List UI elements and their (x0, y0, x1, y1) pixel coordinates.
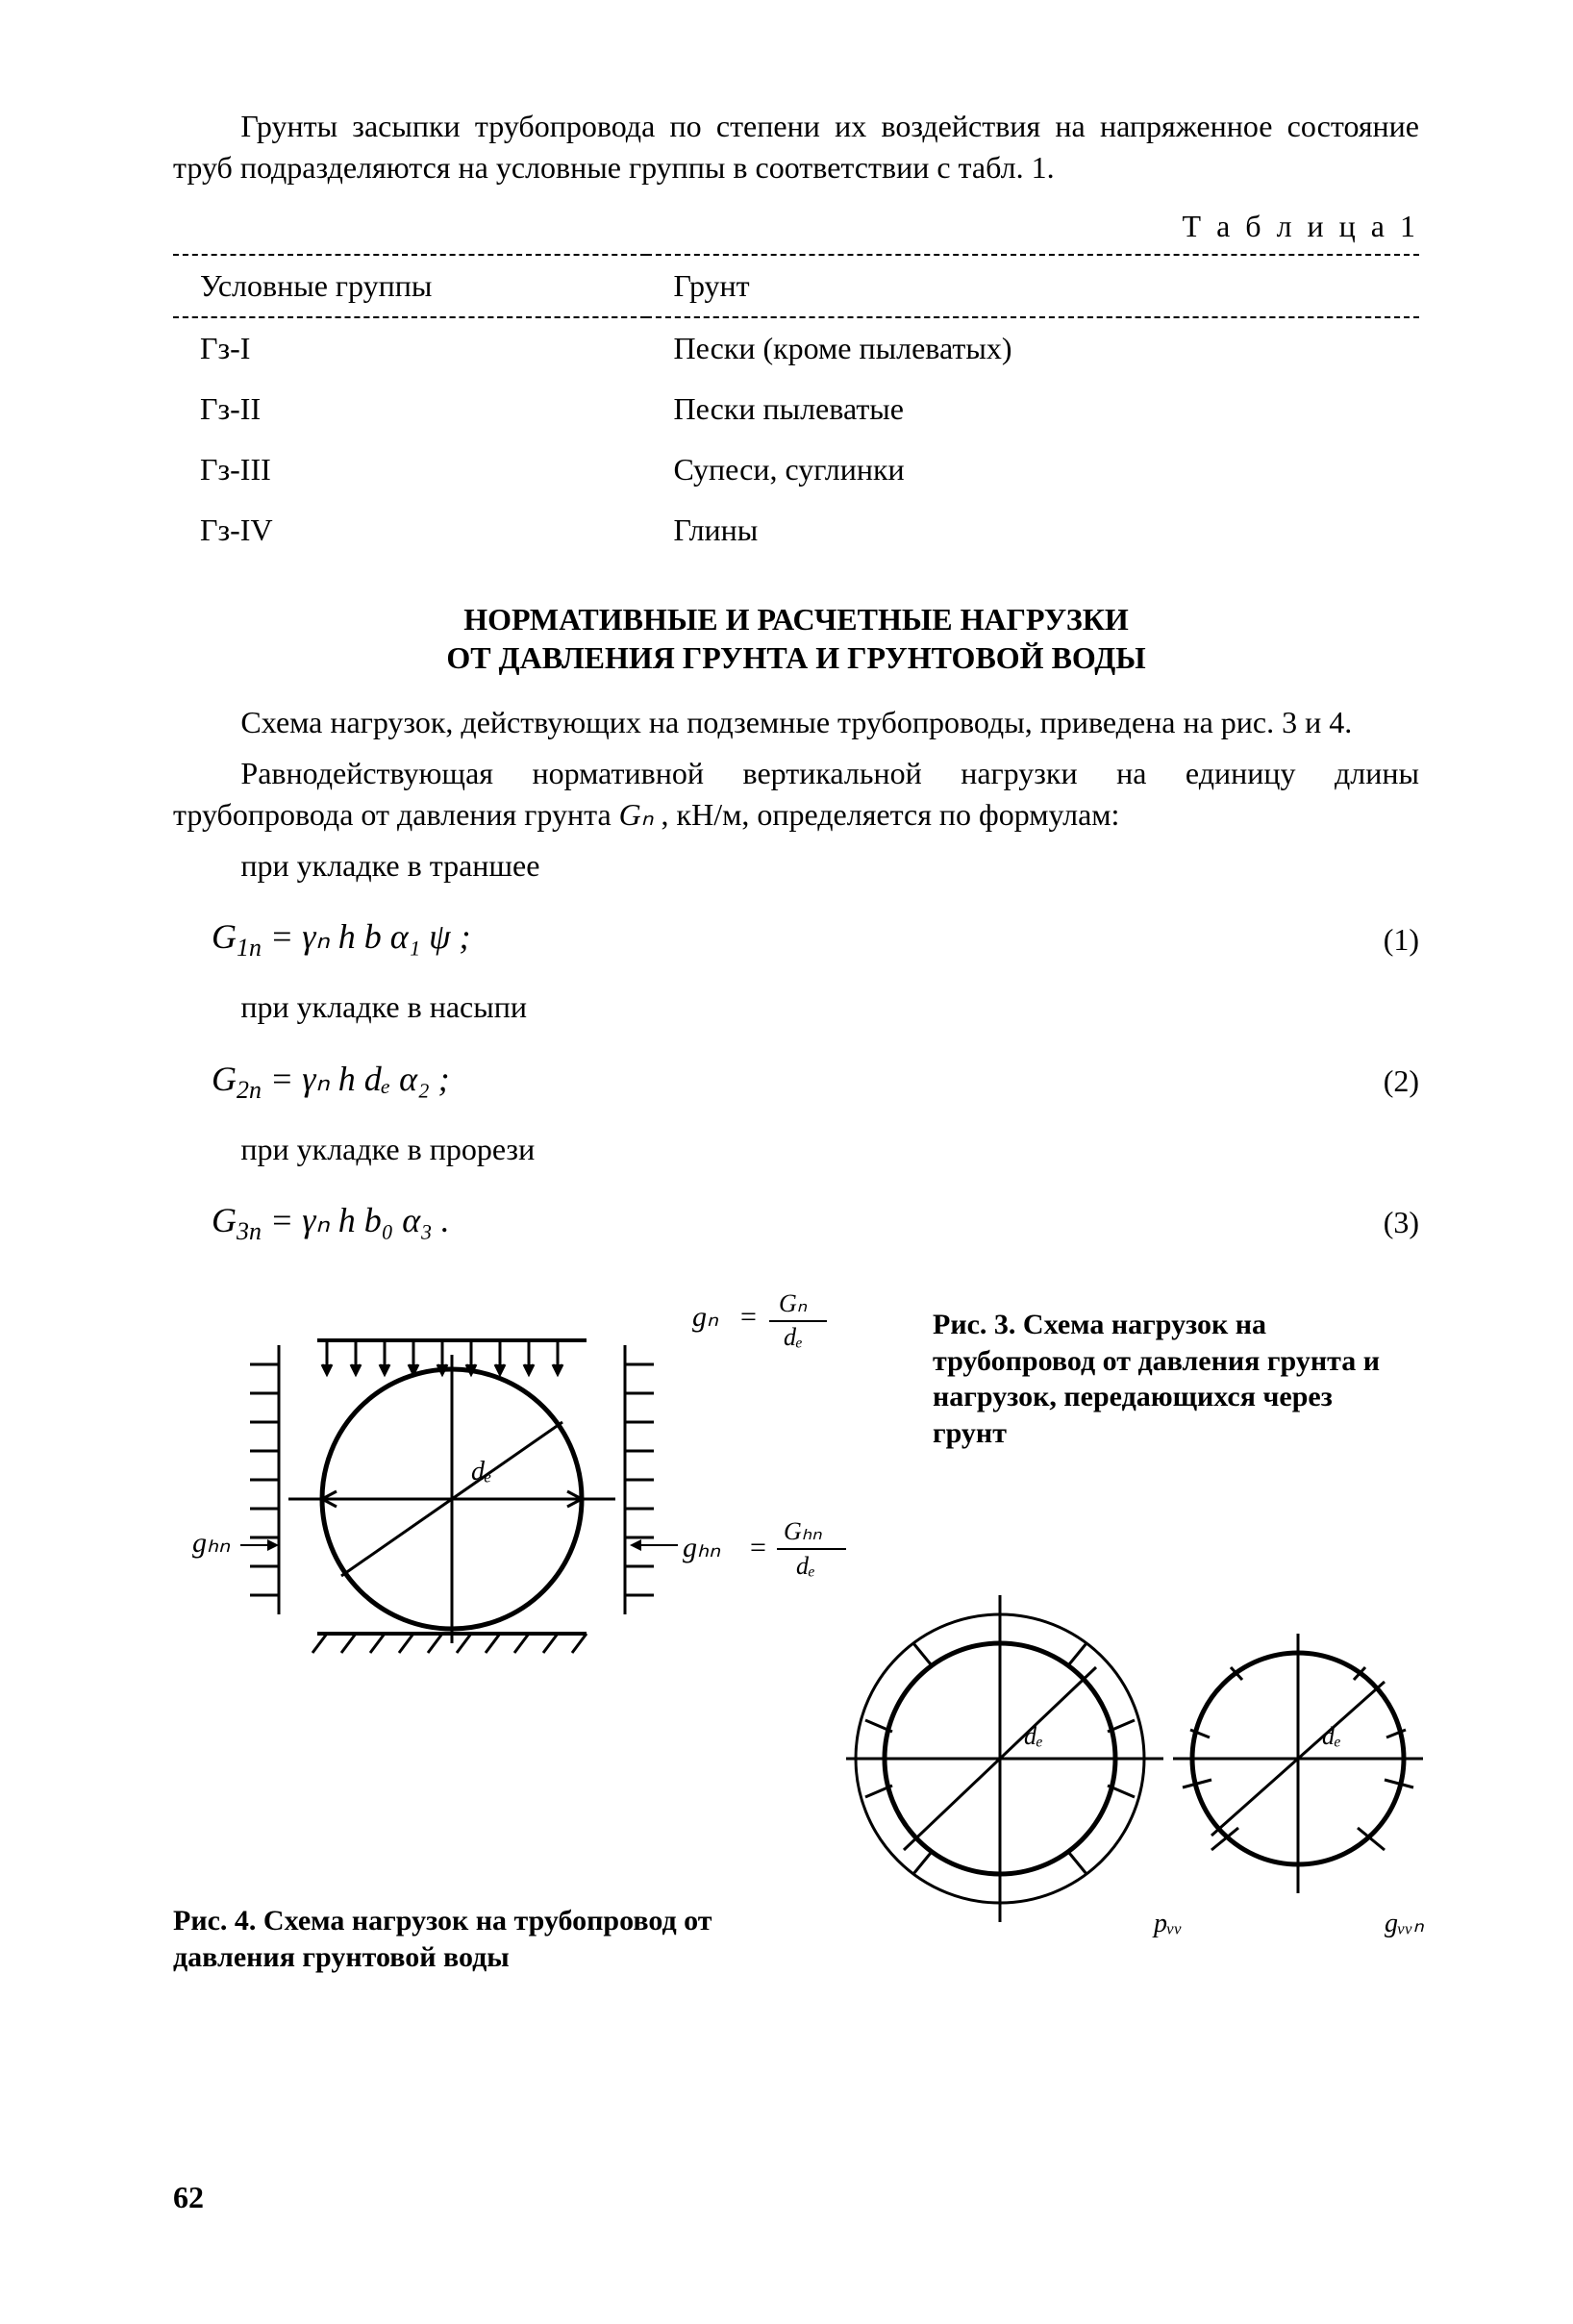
table-header-cell: Условные группы (173, 255, 646, 317)
figure-3-caption: Рис. 3. Схема нагрузок на трубопровод от… (933, 1307, 1413, 1451)
svg-text:gₕₙ: gₕₙ (683, 1532, 721, 1563)
section-heading-line: ОТ ДАВЛЕНИЯ ГРУНТА И ГРУНТОВОЙ ВОДЫ (446, 640, 1145, 675)
table-header-cell: Грунт (646, 255, 1419, 317)
equation-number: (3) (1384, 1202, 1419, 1243)
svg-text:dₑ: dₑ (796, 1552, 815, 1580)
svg-text:gₙ: gₙ (692, 1301, 719, 1333)
symbol-gn: Gₙ (619, 797, 654, 832)
intro-paragraph: Грунты засыпки трубопровода по степени и… (173, 106, 1419, 188)
eq-lhs: G (212, 917, 237, 956)
condition-label: при укладке в прорези (173, 1129, 1419, 1170)
table-cell: Пески (кроме пылеватых) (646, 317, 1419, 379)
table-cell: Гз-IV (173, 500, 646, 561)
svg-text:pᵥᵥ: pᵥᵥ (1152, 1909, 1183, 1938)
eq-lhs: G (212, 1060, 237, 1098)
table-cell: Гз-I (173, 317, 646, 379)
eq-rhs: = γₙ h b₀ α₃ . (270, 1201, 450, 1239)
soil-groups-table: Условные группы Грунт Гз-I Пески (кроме … (173, 254, 1419, 562)
equation: G3n = γₙ h b₀ α₃ . (212, 1197, 450, 1249)
equation-number: (2) (1384, 1061, 1419, 1102)
svg-text:=: = (750, 1532, 766, 1563)
table-row: Гз-III Супеси, суглинки (173, 439, 1419, 500)
caption-text: Рис. 4. Схема нагрузок на трубопровод от… (173, 1905, 712, 1973)
table-row: Гз-I Пески (кроме пылеватых) (173, 317, 1419, 379)
svg-text:Gₙ: Gₙ (779, 1289, 808, 1317)
condition-label: при укладке в траншее (173, 845, 1419, 887)
svg-text:dₑ: dₑ (1024, 1722, 1043, 1750)
equation: G2n = γₙ h dₑ α₂ ; (212, 1056, 450, 1108)
svg-text:gᵥᵥₙ: gᵥᵥₙ (1385, 1909, 1425, 1938)
eq-sub: 3n (237, 1217, 262, 1245)
table-cell: Гз-III (173, 439, 646, 500)
svg-text:gₕₙ: gₕₙ (192, 1527, 231, 1559)
figure-3-diagram: gₙ = Gₙ dₑ gₕₙ dₑ gₕₙ = Gₕₙ dₑ (173, 1287, 923, 1691)
body-paragraph: Схема нагрузок, действующих на подземные… (173, 702, 1419, 743)
section-heading-line: НОРМАТИВНЫЕ И РАСЧЕТНЫЕ НАГРУЗКИ (463, 602, 1129, 637)
table-cell: Гз-II (173, 379, 646, 439)
eq-rhs: = γₙ h dₑ α₂ ; (270, 1060, 450, 1098)
table-row: Гз-IV Глины (173, 500, 1419, 561)
section-heading: НОРМАТИВНЫЕ И РАСЧЕТНЫЕ НАГРУЗКИ ОТ ДАВЛ… (173, 600, 1419, 677)
eq-lhs: G (212, 1201, 237, 1239)
svg-text:dₑ: dₑ (1322, 1722, 1341, 1750)
table-row: Гз-II Пески пылеватые (173, 379, 1419, 439)
page-number: 62 (173, 2177, 204, 2218)
text-run: , кН/м, определяется по формулам: (662, 797, 1120, 832)
equation-number: (1) (1384, 919, 1419, 961)
svg-text:Gₕₙ: Gₕₙ (784, 1517, 822, 1545)
equation-row: G3n = γₙ h b₀ α₃ . (3) (212, 1197, 1419, 1249)
table-cell: Супеси, суглинки (646, 439, 1419, 500)
figure-4-caption: Рис. 4. Схема нагрузок на трубопровод от… (173, 1903, 788, 1975)
eq-sub: 1n (237, 934, 262, 962)
table-header-row: Условные группы Грунт (173, 255, 1419, 317)
table-caption: Т а б л и ц а 1 (173, 206, 1419, 247)
svg-text:dₑ: dₑ (784, 1323, 803, 1351)
equation-row: G1n = γₙ h b α₁ ψ ; (1) (212, 913, 1419, 965)
eq-rhs: = γₙ h b α₁ ψ ; (270, 917, 471, 956)
eq-sub: 2n (237, 1076, 262, 1104)
caption-text: Рис. 3. Схема нагрузок на трубопровод от… (933, 1309, 1380, 1449)
table-cell: Пески пылеватые (646, 379, 1419, 439)
condition-label: при укладке в насыпи (173, 987, 1419, 1028)
body-paragraph: Равнодействующая нормативной вертикально… (173, 753, 1419, 836)
equation: G1n = γₙ h b α₁ ψ ; (212, 913, 471, 965)
svg-text:dₑ: dₑ (471, 1457, 491, 1487)
equation-row: G2n = γₙ h dₑ α₂ ; (2) (212, 1056, 1419, 1108)
svg-text:=: = (740, 1301, 757, 1333)
figure-4-diagram: dₑ dₑ pᵥᵥ gᵥᵥₙ (846, 1586, 1442, 1951)
table-cell: Глины (646, 500, 1419, 561)
